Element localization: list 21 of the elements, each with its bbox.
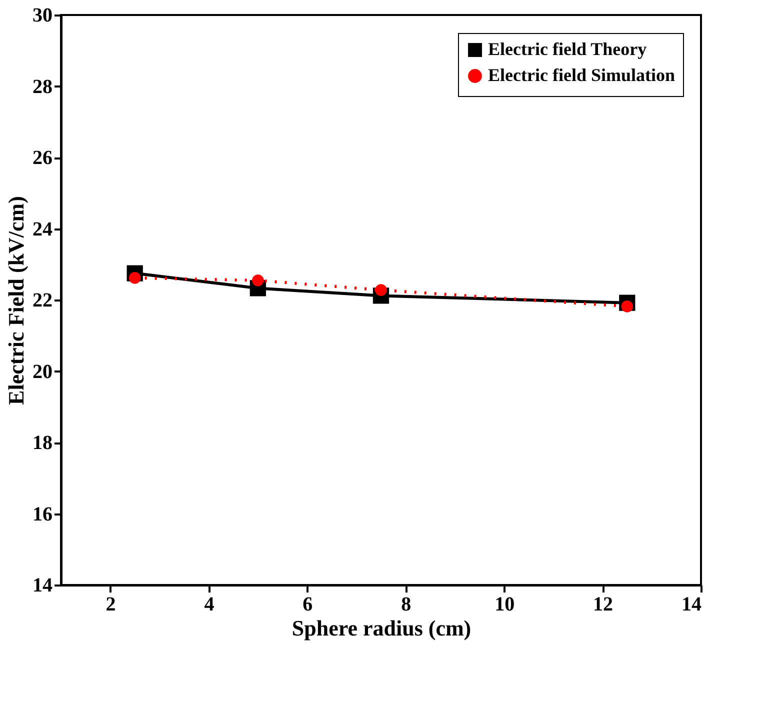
y-tick-label: 26: [32, 147, 52, 169]
x-tick-label: 8: [401, 594, 412, 616]
y-tick-label: 20: [32, 360, 52, 383]
x-tick-label: 10: [494, 594, 515, 616]
x-tick-label: 4: [204, 594, 214, 616]
legend-label: Electric field Simulation: [488, 65, 675, 85]
y-tick-label: 30: [32, 4, 52, 26]
y-tick-label: 24: [32, 218, 52, 240]
y-tick-label: 16: [32, 503, 52, 526]
x-tick-label: 12: [593, 594, 614, 616]
legend-label: Electric field Theory: [488, 39, 647, 59]
x-tick-label: 14: [682, 594, 702, 616]
x-axis-title: Sphere radius (cm): [292, 616, 472, 640]
y-tick-label: 18: [32, 432, 52, 454]
x-tick-label: 2: [106, 594, 116, 616]
y-tick-label: 14: [32, 574, 52, 596]
y-axis-title: Electric Field (kV/cm): [4, 196, 28, 405]
y-tick-label: 22: [32, 290, 52, 312]
x-tick-label: 6: [302, 594, 313, 616]
point: [252, 274, 264, 286]
y-tick-label: 28: [32, 76, 52, 98]
